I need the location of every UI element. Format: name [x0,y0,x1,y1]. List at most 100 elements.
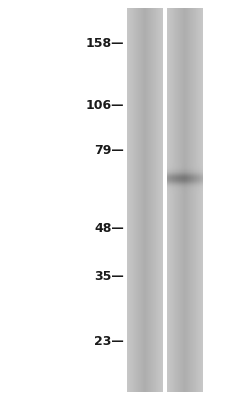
Bar [177,168,178,169]
Bar [170,164,171,165]
Bar [199,177,200,178]
Bar [169,182,170,183]
Bar [173,171,174,172]
Bar [188,164,189,165]
Bar [185,182,186,183]
Bar [182,179,183,180]
Bar [191,163,192,164]
Bar [183,184,184,185]
Bar [178,169,179,170]
Bar [167,165,168,166]
Bar [198,189,199,190]
Bar [197,172,198,173]
Bar [187,167,188,168]
Bar [198,184,199,185]
Bar [197,184,198,185]
Bar [192,168,193,169]
Bar [197,165,198,166]
Bar [169,169,170,170]
Bar [179,191,180,192]
Bar [190,177,191,178]
Bar [180,172,181,173]
Bar [168,165,169,166]
Bar [186,8,187,392]
Bar [166,163,167,164]
Bar [172,185,173,186]
Bar [191,177,192,178]
Bar [199,188,200,189]
Bar [196,180,197,181]
Bar [184,191,185,192]
Bar [176,189,177,190]
Bar [184,177,185,178]
Bar [189,167,190,168]
Bar [190,165,191,166]
Bar [188,182,189,183]
Bar [198,187,199,188]
Bar [180,173,181,174]
Bar [184,171,185,172]
Bar [184,183,185,184]
Bar [188,168,189,169]
Bar [194,191,195,192]
Bar [190,183,191,184]
Bar [200,189,201,190]
Bar [168,172,169,173]
Bar [138,8,139,392]
Bar [201,179,202,180]
Bar [170,166,171,167]
Bar [172,181,173,182]
Bar [190,173,191,174]
Bar [181,182,182,183]
Bar [168,185,169,186]
Bar [196,192,197,193]
Bar [181,162,182,163]
Bar [185,176,186,177]
Bar [189,170,190,171]
Bar [169,164,170,165]
Bar [198,179,199,180]
Bar [170,180,171,181]
Bar [169,168,170,169]
Bar [167,182,168,183]
Bar [187,179,188,180]
Bar [186,177,187,178]
Bar [193,176,194,177]
Bar [130,8,131,392]
Bar [181,174,182,175]
Bar [169,174,170,175]
Bar [173,187,174,188]
Bar [178,178,179,179]
Bar [188,191,189,192]
Bar [192,181,193,182]
Bar [129,8,130,392]
Bar [201,183,202,184]
Bar [195,173,196,174]
Bar [197,182,198,183]
Bar [194,175,195,176]
Bar [197,173,198,174]
Bar [170,184,171,185]
Bar [184,173,185,174]
Bar [179,169,180,170]
Bar [194,185,195,186]
Bar [191,187,192,188]
Bar [181,179,182,180]
Bar [175,174,176,175]
Bar [194,184,195,185]
Bar [201,177,202,178]
Bar [189,172,190,173]
Bar [184,172,185,173]
Bar [198,193,199,194]
Bar [195,167,196,168]
Bar [168,192,169,193]
Bar [193,177,194,178]
Bar [190,175,191,176]
Bar [188,178,189,179]
Bar [189,193,190,194]
Bar [195,191,196,192]
Bar [180,191,181,192]
Bar [178,181,179,182]
Bar [126,8,127,392]
Bar [176,191,177,192]
